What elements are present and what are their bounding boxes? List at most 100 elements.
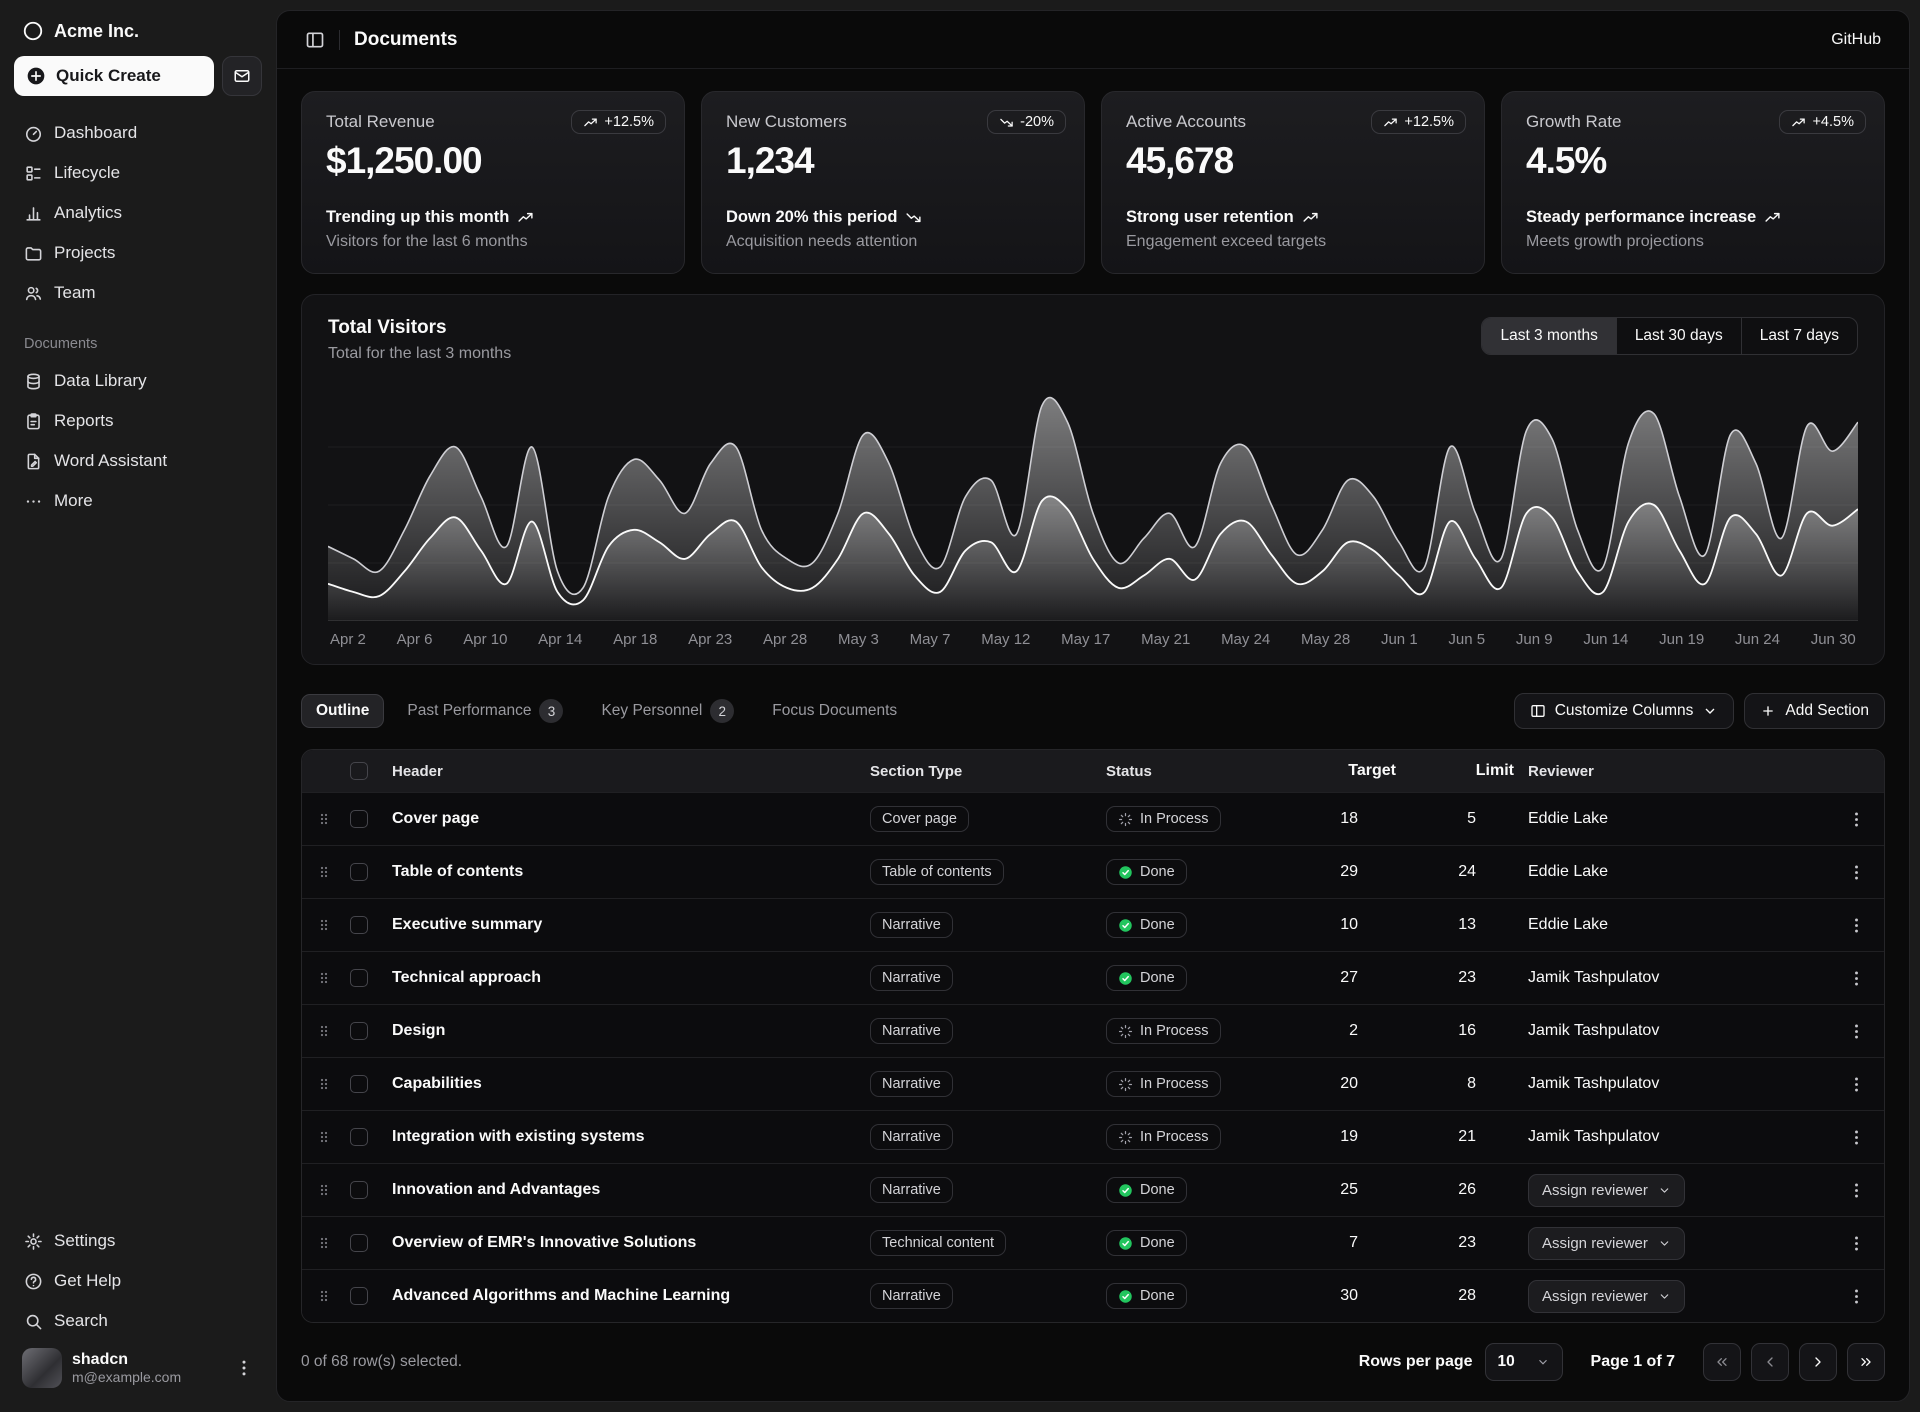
limit-value[interactable]: 23 bbox=[1458, 1234, 1476, 1251]
customize-columns-button[interactable]: Customize Columns bbox=[1513, 693, 1735, 729]
limit-value[interactable]: 26 bbox=[1458, 1181, 1476, 1198]
target-value[interactable]: 2 bbox=[1349, 1022, 1358, 1039]
target-value[interactable]: 27 bbox=[1340, 969, 1358, 986]
row-menu-button[interactable] bbox=[1847, 916, 1866, 935]
row-checkbox[interactable] bbox=[350, 810, 368, 828]
tab-past-performance[interactable]: Past Performance 3 bbox=[392, 691, 578, 731]
assign-reviewer-select[interactable]: Assign reviewer bbox=[1528, 1226, 1685, 1260]
sidebar-item-team[interactable]: Team bbox=[14, 274, 262, 312]
assign-reviewer-select[interactable]: Assign reviewer bbox=[1528, 1173, 1685, 1207]
sidebar-item-more[interactable]: More bbox=[14, 482, 262, 520]
last-page-button[interactable] bbox=[1847, 1343, 1885, 1381]
target-value[interactable]: 7 bbox=[1349, 1234, 1358, 1251]
mail-button[interactable] bbox=[222, 56, 262, 96]
row-header-link[interactable]: Capabilities bbox=[392, 1075, 482, 1092]
target-value[interactable]: 20 bbox=[1340, 1075, 1358, 1092]
github-link[interactable]: GitHub bbox=[1831, 30, 1881, 48]
assign-reviewer-select[interactable]: Assign reviewer bbox=[1528, 1279, 1685, 1313]
target-value[interactable]: 29 bbox=[1340, 863, 1358, 880]
prev-page-button[interactable] bbox=[1751, 1343, 1789, 1381]
tab-focus-documents[interactable]: Focus Documents bbox=[772, 702, 898, 719]
row-header-link[interactable]: Overview of EMR's Innovative Solutions bbox=[392, 1234, 697, 1251]
drag-handle-icon[interactable] bbox=[316, 1232, 332, 1254]
range-toggle-last-30-days[interactable]: Last 30 days bbox=[1615, 318, 1741, 354]
row-menu-button[interactable] bbox=[1847, 1287, 1866, 1306]
target-value[interactable]: 30 bbox=[1340, 1287, 1358, 1304]
kebab-icon[interactable] bbox=[234, 1358, 254, 1378]
tab-key-personnel[interactable]: Key Personnel 2 bbox=[586, 691, 749, 731]
row-menu-button[interactable] bbox=[1847, 1181, 1866, 1200]
row-checkbox[interactable] bbox=[350, 1075, 368, 1093]
row-menu-button[interactable] bbox=[1847, 810, 1866, 829]
limit-value[interactable]: 8 bbox=[1467, 1075, 1476, 1092]
drag-handle-icon[interactable] bbox=[316, 914, 332, 936]
rows-per-page-select[interactable]: 10 bbox=[1484, 1343, 1563, 1381]
sidebar-item-get-help[interactable]: Get Help bbox=[14, 1262, 262, 1300]
limit-value[interactable]: 23 bbox=[1458, 969, 1476, 986]
row-menu-button[interactable] bbox=[1847, 1022, 1866, 1041]
sidebar-toggle-icon[interactable] bbox=[305, 30, 325, 50]
row-checkbox[interactable] bbox=[350, 863, 368, 881]
sidebar-item-dashboard[interactable]: Dashboard bbox=[14, 114, 262, 152]
row-menu-button[interactable] bbox=[1847, 969, 1866, 988]
row-checkbox[interactable] bbox=[350, 1128, 368, 1146]
limit-value[interactable]: 21 bbox=[1458, 1128, 1476, 1145]
limit-value[interactable]: 5 bbox=[1467, 810, 1476, 827]
row-checkbox[interactable] bbox=[350, 1181, 368, 1199]
section-type-badge: Narrative bbox=[870, 1018, 953, 1044]
limit-value[interactable]: 16 bbox=[1458, 1022, 1476, 1039]
limit-value[interactable]: 28 bbox=[1458, 1287, 1476, 1304]
row-menu-button[interactable] bbox=[1847, 863, 1866, 882]
row-header-link[interactable]: Innovation and Advantages bbox=[392, 1181, 601, 1198]
quick-create-button[interactable]: Quick Create bbox=[14, 56, 214, 96]
stat-card-growth-rate: Growth Rate 4.5% +4.5% Steady performance i… bbox=[1501, 91, 1885, 274]
row-header-link[interactable]: Design bbox=[392, 1022, 446, 1039]
add-section-button[interactable]: Add Section bbox=[1744, 693, 1885, 729]
row-menu-button[interactable] bbox=[1847, 1128, 1866, 1147]
row-checkbox[interactable] bbox=[350, 1234, 368, 1252]
row-header-link[interactable]: Executive summary bbox=[392, 916, 543, 933]
select-all-checkbox[interactable] bbox=[350, 762, 368, 780]
sidebar-item-data-library[interactable]: Data Library bbox=[14, 362, 262, 400]
row-header-link[interactable]: Cover page bbox=[392, 810, 480, 827]
row-checkbox[interactable] bbox=[350, 1287, 368, 1305]
row-checkbox[interactable] bbox=[350, 969, 368, 987]
sidebar-item-search[interactable]: Search bbox=[14, 1302, 262, 1340]
drag-handle-icon[interactable] bbox=[316, 861, 332, 883]
sidebar-item-settings[interactable]: Settings bbox=[14, 1222, 262, 1260]
sidebar-item-analytics[interactable]: Analytics bbox=[14, 194, 262, 232]
row-checkbox[interactable] bbox=[350, 916, 368, 934]
drag-handle-icon[interactable] bbox=[316, 1073, 332, 1095]
sidebar-item-word-assistant[interactable]: Word Assistant bbox=[14, 442, 262, 480]
limit-value[interactable]: 13 bbox=[1458, 916, 1476, 933]
user-menu-row[interactable]: shadcn m@example.com bbox=[14, 1340, 262, 1396]
sidebar-item-reports[interactable]: Reports bbox=[14, 402, 262, 440]
status-badge: In Process bbox=[1106, 1018, 1221, 1044]
range-toggle-last-3-months[interactable]: Last 3 months bbox=[1482, 318, 1616, 354]
brand[interactable]: Acme Inc. bbox=[14, 14, 262, 56]
drag-handle-icon[interactable] bbox=[316, 808, 332, 830]
drag-handle-icon[interactable] bbox=[316, 1020, 332, 1042]
row-menu-button[interactable] bbox=[1847, 1234, 1866, 1253]
limit-value[interactable]: 24 bbox=[1458, 863, 1476, 880]
drag-handle-icon[interactable] bbox=[316, 1179, 332, 1201]
next-page-button[interactable] bbox=[1799, 1343, 1837, 1381]
target-value[interactable]: 18 bbox=[1340, 810, 1358, 827]
drag-handle-icon[interactable] bbox=[316, 1126, 332, 1148]
drag-handle-icon[interactable] bbox=[316, 1285, 332, 1307]
tab-outline[interactable]: Outline bbox=[301, 694, 385, 728]
drag-handle-icon[interactable] bbox=[316, 967, 332, 989]
target-value[interactable]: 25 bbox=[1340, 1181, 1358, 1198]
range-toggle-last-7-days[interactable]: Last 7 days bbox=[1740, 318, 1857, 354]
row-header-link[interactable]: Integration with existing systems bbox=[392, 1128, 645, 1145]
sidebar-item-projects[interactable]: Projects bbox=[14, 234, 262, 272]
sidebar-item-lifecycle[interactable]: Lifecycle bbox=[14, 154, 262, 192]
row-header-link[interactable]: Table of contents bbox=[392, 863, 524, 880]
row-checkbox[interactable] bbox=[350, 1022, 368, 1040]
row-menu-button[interactable] bbox=[1847, 1075, 1866, 1094]
first-page-button[interactable] bbox=[1703, 1343, 1741, 1381]
target-value[interactable]: 19 bbox=[1340, 1128, 1358, 1145]
target-value[interactable]: 10 bbox=[1340, 916, 1358, 933]
row-header-link[interactable]: Advanced Algorithms and Machine Learning bbox=[392, 1287, 731, 1304]
row-header-link[interactable]: Technical approach bbox=[392, 969, 542, 986]
